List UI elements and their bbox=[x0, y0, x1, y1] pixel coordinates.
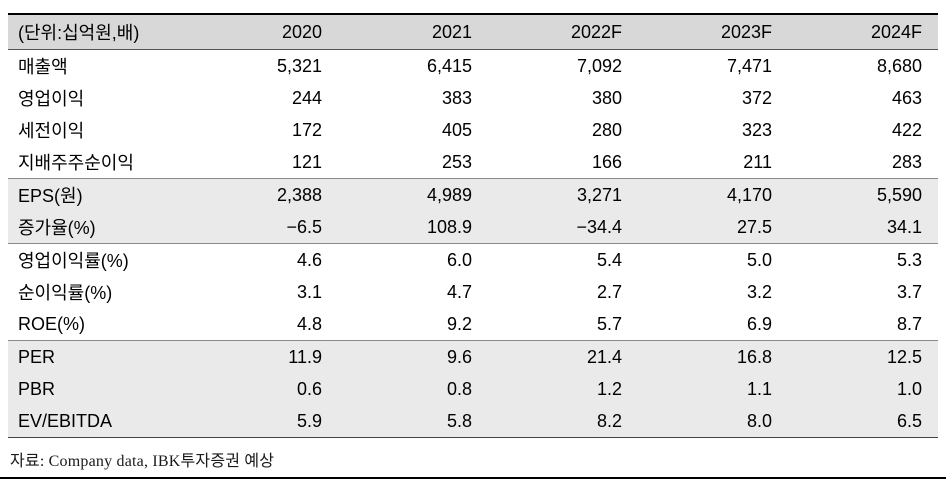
cell-value: 172 bbox=[291, 119, 322, 140]
cell-value: 283 bbox=[891, 151, 922, 172]
row-label: 세전이익 bbox=[18, 121, 85, 141]
cell-value: 422 bbox=[891, 119, 922, 140]
column-header: 2022F bbox=[488, 14, 638, 50]
cell-value: 5.9 bbox=[296, 410, 322, 431]
cell-value: 27.5 bbox=[736, 216, 772, 237]
table-row: EV/EBITDA 5.9 5.8 8.2 8.0 6.5 bbox=[8, 405, 938, 438]
cell-value: 6.0 bbox=[338, 243, 488, 276]
row-label: 증가율(%) bbox=[18, 218, 96, 238]
cell-value: 5.7 bbox=[596, 313, 622, 334]
table-row: PBR 0.6 0.8 1.2 1.1 1.0 bbox=[8, 373, 938, 405]
cell-value: 280 bbox=[591, 119, 622, 140]
cell-value: 5.0 bbox=[638, 243, 788, 276]
financial-summary-table: (단위:십억원,배) 2020 2021 2022F 2023F 2024F 매… bbox=[8, 13, 938, 438]
column-header: 2021 bbox=[338, 14, 488, 50]
column-header: 2024F bbox=[788, 14, 938, 50]
table-row: 지배주주순이익 121 253 166 211 283 bbox=[8, 146, 938, 179]
cell-value: 6,415 bbox=[426, 55, 472, 76]
cell-value: 9.6 bbox=[338, 340, 488, 373]
cell-value: 7,471 bbox=[726, 55, 772, 76]
cell-value: 8.7 bbox=[896, 313, 922, 334]
cell-value: 5.4 bbox=[488, 243, 638, 276]
cell-value: 8.2 bbox=[596, 410, 622, 431]
cell-value: 8,680 bbox=[876, 55, 922, 76]
source-note: 자료: Company data, IBK투자증권 예상 bbox=[10, 453, 275, 470]
cell-value: 1.1 bbox=[746, 378, 772, 399]
row-label: 지배주주순이익 bbox=[18, 153, 134, 173]
cell-value: 16.8 bbox=[638, 340, 788, 373]
cell-value: 0.8 bbox=[446, 378, 472, 399]
cell-value: 121 bbox=[291, 151, 322, 172]
cell-value: 3.2 bbox=[746, 281, 772, 302]
row-label: 영업이익 bbox=[18, 89, 85, 109]
cell-value: 4.6 bbox=[188, 243, 338, 276]
table-row: 영업이익률(%) 4.6 6.0 5.4 5.0 5.3 bbox=[8, 243, 938, 276]
cell-value: 8.0 bbox=[746, 410, 772, 431]
cell-value: 372 bbox=[741, 87, 772, 108]
row-label: PER bbox=[8, 340, 188, 373]
row-label: PBR bbox=[18, 378, 56, 399]
cell-value: 380 bbox=[591, 87, 622, 108]
cell-value: 6.5 bbox=[896, 410, 922, 431]
cell-value: 0.6 bbox=[296, 378, 322, 399]
cell-value: 1.0 bbox=[896, 378, 922, 399]
table-row: 세전이익 172 405 280 323 422 bbox=[8, 114, 938, 146]
cell-value: −6.5 bbox=[286, 216, 322, 237]
cell-value: 463 bbox=[891, 87, 922, 108]
cell-value: 383 bbox=[441, 87, 472, 108]
cell-value: −34.4 bbox=[576, 216, 622, 237]
table-row: 증가율(%) −6.5 108.9 −34.4 27.5 34.1 bbox=[8, 211, 938, 244]
cell-value: 9.2 bbox=[446, 313, 472, 334]
column-header: 2023F bbox=[638, 14, 788, 50]
cell-value: 5.8 bbox=[446, 410, 472, 431]
row-label: 매출액 bbox=[18, 57, 68, 77]
cell-value: 2,388 bbox=[188, 178, 338, 211]
row-label: ROE(%) bbox=[18, 313, 85, 334]
column-header: 2020 bbox=[188, 14, 338, 50]
cell-value: 4,989 bbox=[338, 178, 488, 211]
unit-label: (단위:십억원,배) bbox=[8, 14, 188, 50]
cell-value: 2.7 bbox=[596, 281, 622, 302]
table-row: EPS(원) 2,388 4,989 3,271 4,170 5,590 bbox=[8, 178, 938, 211]
row-label: 영업이익률(%) bbox=[8, 243, 188, 276]
cell-value: 405 bbox=[441, 119, 472, 140]
cell-value: 21.4 bbox=[488, 340, 638, 373]
cell-value: 3,271 bbox=[488, 178, 638, 211]
cell-value: 5,321 bbox=[276, 55, 322, 76]
cell-value: 11.9 bbox=[188, 340, 338, 373]
table-row: 순이익률(%) 3.1 4.7 2.7 3.2 3.7 bbox=[8, 276, 938, 308]
cell-value: 3.7 bbox=[896, 281, 922, 302]
cell-value: 253 bbox=[441, 151, 472, 172]
cell-value: 211 bbox=[743, 151, 772, 172]
cell-value: 7,092 bbox=[576, 55, 622, 76]
row-label: EPS(원) bbox=[8, 178, 188, 211]
cell-value: 4.7 bbox=[446, 281, 472, 302]
cell-value: 1.2 bbox=[596, 378, 622, 399]
cell-value: 12.5 bbox=[788, 340, 938, 373]
row-label: EV/EBITDA bbox=[18, 410, 113, 431]
cell-value: 5.3 bbox=[788, 243, 938, 276]
bottom-rule bbox=[0, 477, 946, 479]
cell-value: 108.9 bbox=[426, 216, 472, 237]
cell-value: 244 bbox=[291, 87, 322, 108]
cell-value: 4,170 bbox=[638, 178, 788, 211]
cell-value: 5,590 bbox=[788, 178, 938, 211]
cell-value: 6.9 bbox=[746, 313, 772, 334]
table-row: PER 11.9 9.6 21.4 16.8 12.5 bbox=[8, 340, 938, 373]
table-row: ROE(%) 4.8 9.2 5.7 6.9 8.7 bbox=[8, 308, 938, 341]
cell-value: 166 bbox=[591, 151, 622, 172]
header-row: (단위:십억원,배) 2020 2021 2022F 2023F 2024F bbox=[8, 14, 938, 50]
cell-value: 4.8 bbox=[296, 313, 322, 334]
table-row: 영업이익 244 383 380 372 463 bbox=[8, 82, 938, 114]
cell-value: 34.1 bbox=[886, 216, 922, 237]
row-label: 순이익률(%) bbox=[18, 283, 113, 303]
cell-value: 3.1 bbox=[296, 281, 322, 302]
table-row: 매출액 5,321 6,415 7,092 7,471 8,680 bbox=[8, 50, 938, 83]
cell-value: 323 bbox=[741, 119, 772, 140]
